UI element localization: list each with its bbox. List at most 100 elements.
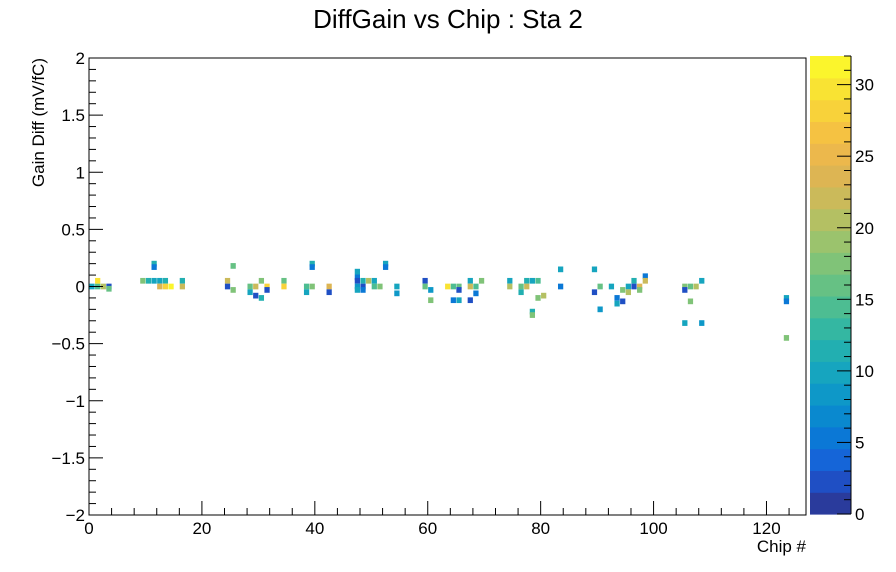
y-tick-label: 0: [76, 278, 85, 297]
heatmap-cell: [230, 287, 236, 293]
heatmap-cell: [326, 283, 332, 290]
heatmap-cell: [682, 283, 688, 290]
heatmap-cell: [140, 277, 146, 284]
heatmap-cell: [377, 283, 383, 290]
heatmap-cell: [637, 287, 643, 293]
colorbar-band: [810, 186, 851, 210]
y-axis-title: Gain Diff (mV/fC): [29, 58, 48, 187]
heatmap-cell: [625, 283, 631, 290]
heatmap-cell: [162, 283, 169, 290]
y-tick-label: 1: [76, 163, 85, 182]
heatmap-cell: [157, 277, 163, 284]
heatmap-cell: [360, 277, 366, 284]
heatmap-cell: [473, 290, 479, 297]
colorbar-band: [810, 295, 851, 319]
heatmap-cell: [354, 287, 360, 293]
colorbar-band: [810, 470, 851, 493]
heatmap-cell: [394, 290, 400, 297]
heatmap-cell: [258, 277, 265, 284]
colorbar-tick-label: 5: [855, 433, 864, 452]
heatmap-cell: [371, 283, 377, 290]
heatmap-cell: [535, 295, 541, 301]
x-tick-label: 0: [84, 519, 93, 538]
heatmap-cell: [783, 295, 790, 301]
heatmap-cell: [224, 283, 231, 290]
heatmap-cell: [467, 277, 473, 284]
heatmap-cell: [366, 277, 372, 284]
colorbar-band: [810, 230, 851, 253]
heatmap-cell: [631, 283, 637, 290]
heatmap-cell: [456, 287, 462, 293]
heatmap-cell: [258, 295, 265, 301]
x-tick-label: 20: [192, 519, 211, 538]
x-tick-label: 80: [531, 519, 550, 538]
heatmap-cell: [326, 289, 332, 296]
heatmap-cell: [687, 298, 694, 305]
heatmap-cell: [450, 297, 456, 304]
y-axis: 2 1.5 1 0.5 0 −0.5 −1 −1.5 −2: [51, 49, 103, 525]
heatmap-cell: [642, 277, 648, 284]
heatmap-cell: [620, 287, 626, 293]
heatmap-cell: [281, 283, 287, 290]
heatmap-cell: [382, 264, 389, 270]
heatmap-cell: [473, 283, 479, 290]
heatmap-cell: [687, 283, 694, 290]
heatmap-cell: [145, 277, 152, 284]
colorbar-band: [810, 361, 851, 384]
heatmap-cell: [682, 287, 688, 293]
heatmap-cell: [524, 283, 530, 290]
heatmap-cell: [456, 297, 462, 304]
heatmap-cell: [309, 283, 315, 290]
heatmap-cell: [422, 283, 428, 290]
heatmap-cell: [783, 335, 790, 341]
colorbar-tick-label: 25: [855, 147, 874, 166]
colorbar-band: [810, 317, 851, 341]
heatmap-cell: [529, 277, 536, 284]
heatmap-cell: [253, 283, 259, 290]
heatmap-cell: [597, 283, 603, 290]
heatmap-cell: [230, 263, 236, 269]
heatmap-cell: [106, 285, 112, 292]
heatmap-cell: [518, 283, 524, 290]
y-tick-label: 2: [76, 49, 85, 68]
heatmap-cell: [614, 300, 620, 307]
heatmap-cell: [529, 308, 536, 315]
heatmap-cell: [151, 264, 157, 270]
heatmap-cell: [445, 283, 451, 290]
heatmap-cell: [541, 292, 547, 299]
heatmap-cell: [354, 277, 360, 284]
heatmap-cell: [354, 283, 360, 290]
colorbar-band: [810, 404, 851, 428]
colorbar: 0 5 10 15 20 25 30: [810, 55, 874, 524]
x-axis-title: Chip #: [757, 537, 807, 556]
colorbar-band: [810, 143, 851, 166]
heatmap-cell: [264, 287, 270, 293]
x-tick-label: 40: [305, 519, 324, 538]
heatmap-cell: [507, 277, 513, 284]
heatmap-cell: [467, 297, 473, 304]
x-axis: 0 20 40 60 80 100 120: [84, 501, 790, 538]
heatmap-cell: [524, 277, 530, 284]
heatmap-cell: [699, 277, 705, 284]
heatmap-cell: [247, 283, 253, 290]
heatmap-cell: [95, 277, 101, 284]
y-tick-label: −1.5: [51, 449, 85, 468]
colorbar-band: [810, 121, 851, 144]
heatmap-cell: [303, 283, 310, 290]
colorbar-band: [810, 339, 851, 362]
colorbar-tick-label: 15: [855, 290, 874, 309]
x-tick-label: 60: [418, 519, 437, 538]
heatmap-cell: [382, 260, 389, 267]
heatmap-cell: [151, 277, 157, 284]
colorbar-tick-label: 0: [855, 505, 864, 524]
colorbar-band: [810, 165, 851, 188]
heatmap-cell: [699, 320, 705, 326]
heatmap-cell: [100, 283, 106, 290]
heatmap-cell: [428, 287, 434, 293]
colorbar-tick-label: 10: [855, 362, 874, 381]
heatmap-cell: [507, 283, 513, 290]
chart-title: DiffGain vs Chip : Sta 2: [313, 4, 583, 34]
heatmap-cell: [179, 277, 185, 284]
y-tick-label: −0.5: [51, 335, 85, 354]
